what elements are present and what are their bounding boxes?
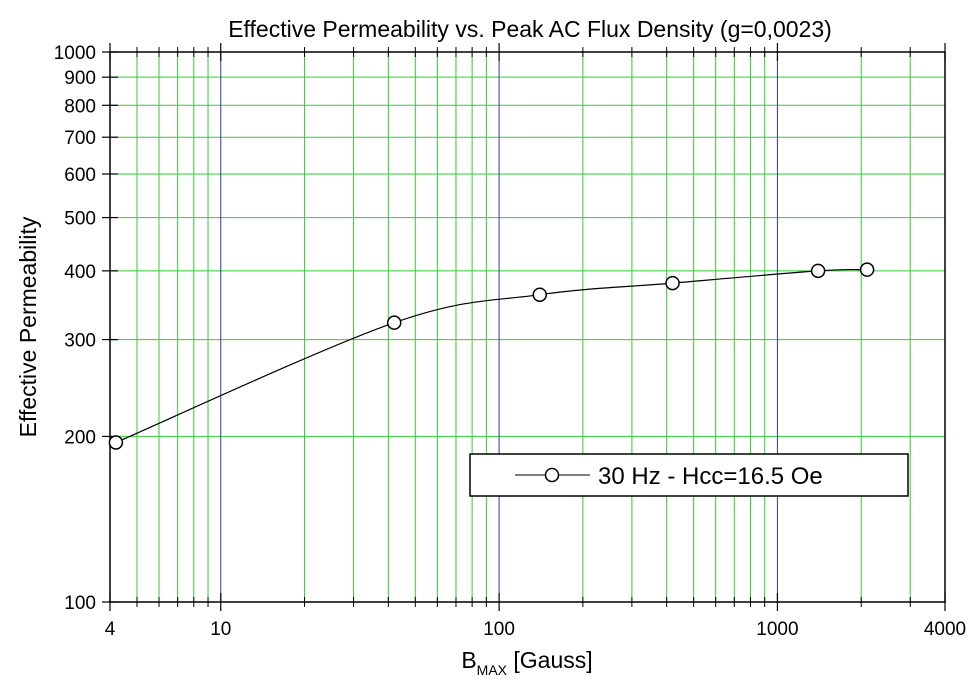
x-tick-label: 10 [210,619,231,640]
y-tick-label: 200 [64,427,96,448]
data-point [386,315,402,330]
data-point [665,275,680,291]
x-axis-label-rest: [Gauss] [507,647,593,673]
x-tick-label: 4000 [924,619,966,640]
series-layer [108,262,875,450]
y-tick-label: 100 [64,593,96,614]
series-line [115,268,868,444]
data-point [859,262,875,277]
data-point [108,435,124,450]
chart-title: Effective Permeability vs. Peak AC Flux … [228,16,832,42]
x-axis-label-sub: MAX [477,662,508,678]
grid [110,52,945,602]
plot-frame [109,51,946,603]
y-tick-label: 1000 [54,43,96,64]
legend-marker [544,467,560,483]
x-tick-label: 1000 [756,619,798,640]
y-tick-label: 600 [64,165,96,186]
y-axis-label: Effective Permeability [15,216,41,437]
y-ticks: 100 200 300 400 500 600 700 800 900 1000 [54,43,118,614]
data-point [810,263,826,279]
y-tick-label: 300 [64,331,96,352]
y-tick-label: 700 [64,128,96,149]
data-point [532,287,548,302]
x-axis-label: BMAX [Gauss] [461,647,592,678]
x-tick-label: 4 [105,619,116,640]
y-tick-label: 500 [64,209,96,230]
y-tick-label: 800 [64,96,96,117]
y-tick-label: 400 [64,262,96,283]
y-tick-label: 900 [64,68,96,89]
x-tick-label: 100 [483,619,515,640]
legend-label: 30 Hz - Hcc=16.5 Oe [598,463,823,490]
x-axis-label-main: B [461,647,476,673]
x-ticks: 4 10 100 1000 4000 [105,43,966,640]
legend: 30 Hz - Hcc=16.5 Oe [469,453,909,497]
